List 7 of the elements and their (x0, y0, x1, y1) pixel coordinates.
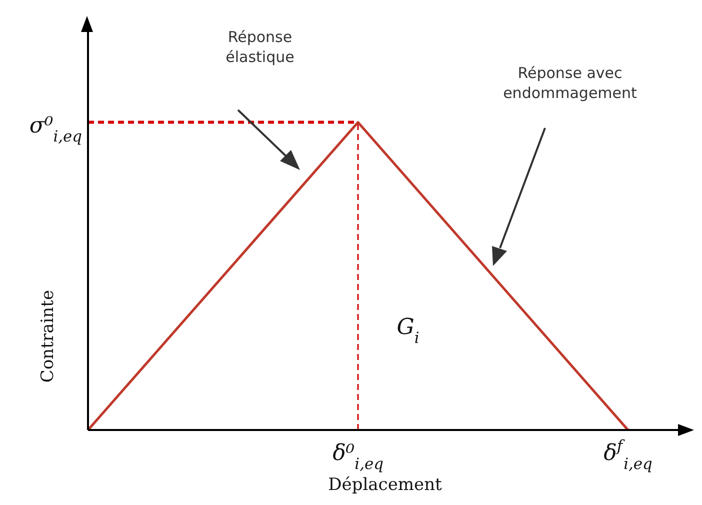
text: Réponse avec endommagement (503, 64, 638, 102)
y-axis-title: Contrainte (38, 290, 58, 383)
text: Réponse élastique (226, 28, 294, 66)
x-axis-title: Déplacement (328, 475, 442, 495)
annotation: G$_{i}$ (396, 315, 420, 347)
ref-line-label: σ⁰$_{i,eq}$ (29, 113, 82, 146)
x-tick-label: δ⁰$_{i,eq}$ (332, 441, 384, 473)
